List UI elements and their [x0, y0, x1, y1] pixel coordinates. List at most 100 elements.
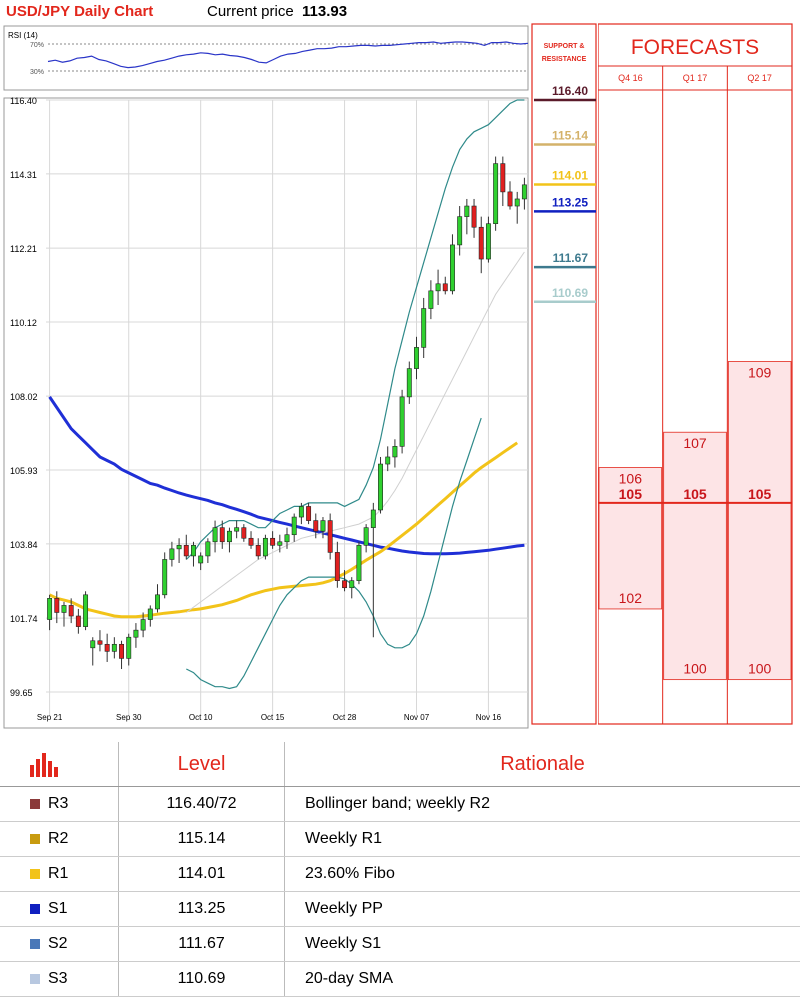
- y-tick-label: 108.02: [10, 392, 38, 402]
- level-label: S3: [48, 970, 68, 987]
- candle: [357, 542, 361, 584]
- level-rationale: Weekly PP: [285, 892, 800, 927]
- fc-col-label: Q2 17: [747, 73, 772, 83]
- candle: [493, 157, 497, 231]
- fc-col-label: Q4 16: [618, 73, 643, 83]
- level-value: 111.67: [119, 927, 285, 962]
- y-tick-label: 101.74: [10, 614, 38, 624]
- table-header-row: Level Rationale: [0, 742, 800, 787]
- level-swatch: [30, 904, 40, 914]
- fc-low-value: 100: [748, 661, 772, 677]
- y-tick-label: 116.40: [10, 96, 37, 106]
- candle: [328, 514, 332, 560]
- bar-chart-icon: [28, 751, 60, 777]
- x-tick-label: Oct 10: [189, 713, 213, 722]
- sr-value-r3: 116.40: [552, 84, 588, 98]
- level-label: R1: [48, 865, 68, 882]
- x-tick-label: Oct 28: [333, 713, 357, 722]
- fc-high-value: 107: [683, 435, 707, 451]
- level-label-cell: R2: [0, 822, 119, 857]
- sr-header: SUPPORT & RESISTANCE: [534, 40, 594, 66]
- level-value: 116.40/72: [119, 787, 285, 822]
- level-label: R3: [48, 795, 68, 812]
- candle: [486, 217, 490, 263]
- level-value: 113.25: [119, 892, 285, 927]
- level-label: S2: [48, 935, 68, 952]
- y-tick-label: 103.84: [10, 540, 38, 550]
- support-resistance-panel: SUPPORT & RESISTANCE 116.40 115.14 114.01 1…: [530, 0, 598, 726]
- level-swatch: [30, 799, 40, 809]
- rsi-label: RSI (14): [8, 31, 38, 40]
- level-value: 114.01: [119, 857, 285, 892]
- y-tick-label: 110.12: [10, 318, 37, 328]
- x-tick-label: Sep 21: [37, 713, 63, 722]
- sr-value-r1: 114.01: [552, 168, 588, 182]
- fc-mid-value: 105: [748, 486, 772, 502]
- level-value: 110.69: [119, 962, 285, 997]
- level-label-cell: S3: [0, 962, 119, 997]
- fc-mid-value: 105: [619, 486, 643, 502]
- current-price-label: Current price: [207, 3, 294, 20]
- level-label: S1: [48, 900, 68, 917]
- candle: [400, 390, 404, 454]
- fc-col-label: Q1 17: [683, 73, 708, 83]
- col-level-header: Level: [119, 742, 285, 787]
- sr-value-s3: 110.69: [552, 286, 588, 300]
- level-label-cell: S1: [0, 892, 119, 927]
- level-label-cell: R3: [0, 787, 119, 822]
- rsi-panel: RSI (14) 70% 30%: [0, 24, 530, 94]
- candle: [163, 552, 167, 598]
- candle: [83, 591, 87, 630]
- level-rationale: Weekly R1: [285, 822, 800, 857]
- fc-high-value: 109: [748, 365, 772, 381]
- y-tick-label: 112.21: [10, 244, 37, 254]
- x-tick-label: Sep 30: [116, 713, 142, 722]
- candle: [378, 457, 382, 514]
- fc-high-value: 106: [619, 471, 643, 487]
- level-rationale: 23.60% Fibo: [285, 857, 800, 892]
- level-rationale: Weekly S1: [285, 927, 800, 962]
- fc-low-value: 100: [683, 661, 707, 677]
- level-rationale: 20-day SMA: [285, 962, 800, 997]
- level-swatch: [30, 834, 40, 844]
- fc-range-box: [664, 432, 727, 679]
- level-swatch: [30, 869, 40, 879]
- fc-low-value: 102: [619, 590, 643, 606]
- x-tick-label: Oct 15: [261, 713, 285, 722]
- level-label-cell: R1: [0, 857, 119, 892]
- forecasts-title: FORECASTS: [631, 36, 759, 59]
- chart-title: USD/JPY Daily Chart: [6, 3, 153, 20]
- level-label-cell: S2: [0, 927, 119, 962]
- current-price-value: 113.93: [302, 3, 347, 20]
- x-tick-label: Nov 07: [404, 713, 430, 722]
- chart-header: USD/JPY Daily Chart Current price 113.93: [0, 0, 530, 24]
- rsi-upper-label: 70%: [30, 42, 44, 49]
- fc-mid-value: 105: [683, 486, 707, 502]
- y-tick-label: 99.65: [10, 688, 33, 698]
- y-tick-label: 105.93: [10, 466, 38, 476]
- sr-value-s1: 113.25: [552, 195, 588, 209]
- price-chart: 99.65 101.74 103.84 105.93 108.02 110.12 112.2…: [0, 94, 530, 824]
- level-rationale: Bollinger band; weekly R2: [285, 787, 800, 822]
- level-swatch: [30, 939, 40, 949]
- col-rationale-header: Rationale: [285, 742, 800, 787]
- candle: [263, 535, 267, 560]
- x-tick-label: Nov 16: [476, 713, 502, 722]
- level-swatch: [30, 974, 40, 984]
- rsi-lower-label: 30%: [30, 69, 44, 76]
- sr-value-s2: 111.67: [553, 251, 589, 265]
- sr-value-r2: 115.14: [552, 129, 588, 143]
- table-icon-cell: [0, 742, 119, 787]
- level-label: R2: [48, 830, 68, 847]
- fc-range-box: [728, 362, 791, 680]
- level-value: 115.14: [119, 822, 285, 857]
- y-tick-label: 114.31: [10, 170, 37, 180]
